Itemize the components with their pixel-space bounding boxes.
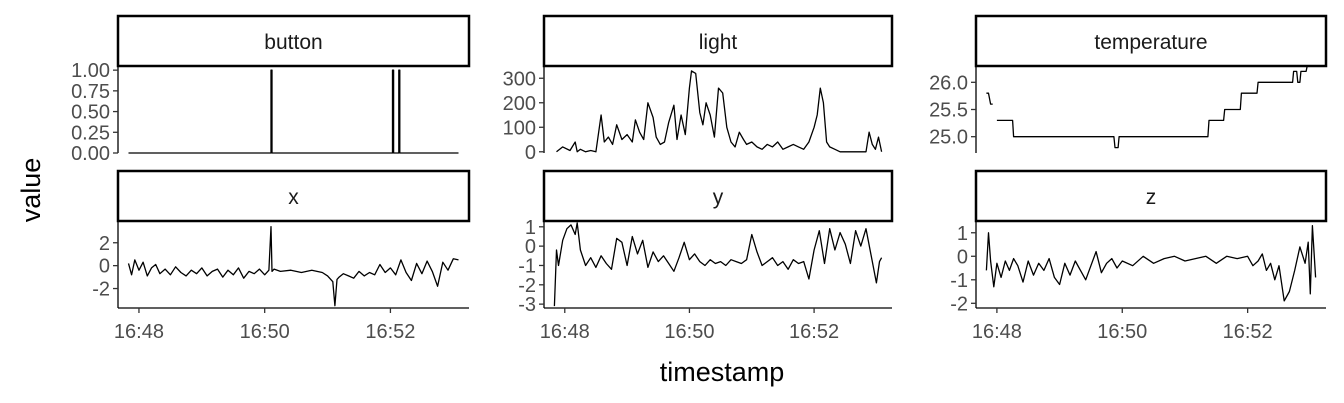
y-tick-label-light: 200	[503, 93, 536, 115]
x-tick-label-z: 16:48	[972, 321, 1022, 343]
y-axis-title: value	[16, 158, 46, 223]
strip-label-y: y	[713, 186, 724, 209]
x-tick-label-y: 16:50	[664, 321, 714, 343]
x-axis-title: timestamp	[660, 357, 785, 387]
series-line-y	[553, 222, 883, 307]
y-tick-label-z: 1	[957, 223, 968, 245]
panel-button: button 0.000.250.500.751.00	[71, 14, 471, 165]
y-tick-label-x: 2	[99, 233, 110, 255]
x-tick-label-x: 16:52	[365, 321, 415, 343]
panels-layer: button0.000.250.500.751.00light010020030…	[71, 14, 1328, 343]
x-tick-label-z: 16:50	[1097, 321, 1147, 343]
y-tick-label-temperature: 25.5	[929, 100, 968, 122]
y-tick-label-button: 0.25	[71, 122, 110, 144]
strip-light	[542, 14, 894, 68]
strip-button	[116, 14, 471, 68]
y-tick-label-z: -1	[950, 270, 968, 292]
y-tick-label-x: 0	[99, 256, 110, 278]
y-tick-label-x: -2	[92, 279, 110, 301]
y-tick-label-light: 0	[525, 142, 536, 164]
y-tick-label-button: 1.00	[71, 60, 110, 82]
strip-label-light: light	[699, 31, 738, 54]
y-tick-label-temperature: 26.0	[929, 72, 968, 94]
x-tick-label-z: 16:52	[1223, 321, 1273, 343]
panel-temperature: temperature 25.0 25.5 26.0	[929, 14, 1328, 153]
panel-z: z -2-101 16:48 16:50 16:52	[950, 169, 1328, 343]
strip-label-z: z	[1146, 186, 1157, 209]
series-line-temperature	[986, 65, 1316, 149]
y-tick-label-light: 100	[503, 117, 536, 139]
y-tick-label-button: 0.00	[71, 143, 110, 165]
x-tick-label-x: 16:50	[240, 321, 290, 343]
x-tick-label-x: 16:48	[114, 321, 164, 343]
y-tick-label-y: -1	[518, 255, 536, 277]
strip-label-button: button	[264, 31, 322, 54]
strip-label-temperature: temperature	[1094, 31, 1207, 54]
y-tick-label-z: 0	[957, 246, 968, 268]
series-line-z	[985, 225, 1317, 302]
strip-y	[542, 169, 894, 223]
y-tick-label-y: 0	[525, 236, 536, 258]
y-tick-label-button: 0.75	[71, 81, 110, 103]
y-tick-label-button: 0.50	[71, 102, 110, 124]
strip-label-x: x	[288, 186, 299, 209]
series-line-x	[127, 226, 459, 307]
y-tick-label-light: 300	[503, 68, 536, 90]
y-tick-label-z: -2	[950, 293, 968, 315]
strip-temperature	[974, 14, 1328, 68]
strip-z	[974, 169, 1328, 223]
panel-y: y -3-2-101 16:48 16:50 16:52	[518, 169, 894, 343]
strip-x	[116, 169, 471, 223]
x-tick-label-y: 16:48	[540, 321, 590, 343]
series-line-light	[556, 70, 883, 153]
series-line-button	[128, 69, 459, 154]
y-tick-label-y: -3	[518, 294, 536, 316]
y-tick-label-y: -2	[518, 275, 536, 297]
y-tick-label-y: 1	[525, 217, 536, 239]
panel-x: x -202 16:48 16:50 16:52	[92, 169, 471, 343]
y-tick-label-temperature: 25.0	[929, 127, 968, 149]
x-tick-label-y: 16:52	[789, 321, 839, 343]
